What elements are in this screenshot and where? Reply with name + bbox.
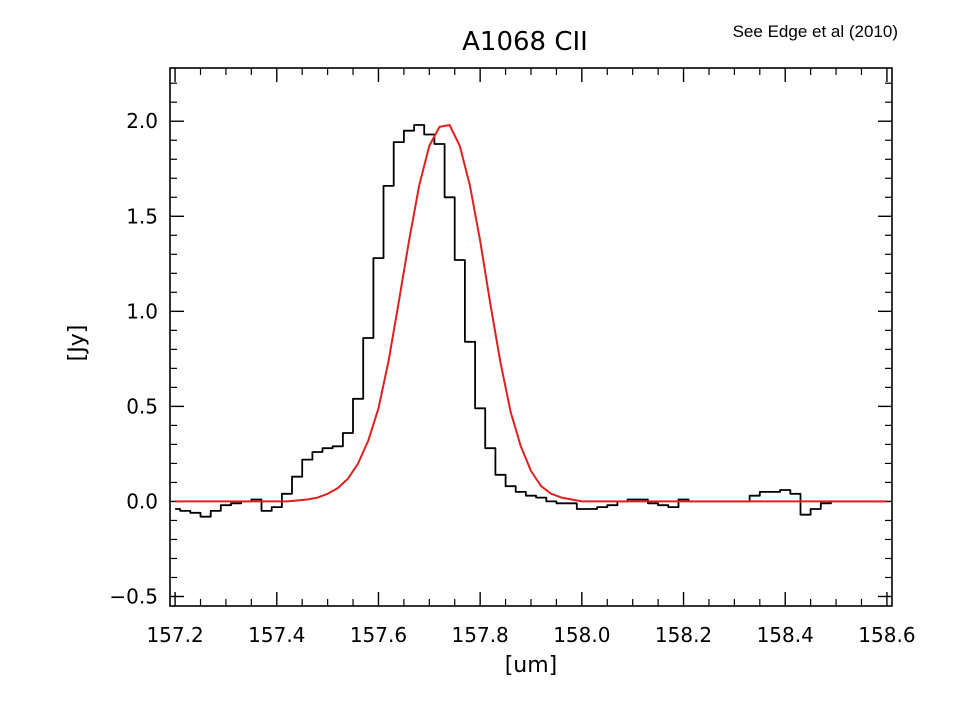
chart-title: A1068 CII <box>462 27 588 57</box>
x-tick-label: 157.6 <box>350 623 407 647</box>
x-axis: 157.2 157.4 157.6 157.8 158.0 158.2 158.4 158.6 <box>146 68 916 647</box>
x-axis-label: [um] <box>505 653 558 678</box>
x-tick-label: 157.4 <box>248 623 305 647</box>
y-axis-label: [Jy] <box>65 325 90 362</box>
plot-frame <box>169 67 893 607</box>
y-tick-label: 2.0 <box>126 109 158 133</box>
y-axis: −0.5 0.0 0.5 1.0 1.5 2.0 <box>109 82 892 608</box>
x-tick-label: 158.4 <box>757 623 814 647</box>
citation-note: See Edge et al (2010) <box>732 22 898 41</box>
y-tick-label: 0.0 <box>126 489 158 513</box>
y-tick-label: 1.0 <box>126 299 158 323</box>
x-tick-label: 158.6 <box>858 623 915 647</box>
plot-area <box>175 124 887 518</box>
x-tick-label: 157.8 <box>452 623 509 647</box>
fit-series-line <box>175 124 887 503</box>
y-tick-label: 1.5 <box>126 204 158 228</box>
y-tick-label: −0.5 <box>109 584 158 608</box>
y-tick-label: 0.5 <box>126 394 158 418</box>
histogram-series-line <box>175 124 887 518</box>
x-tick-label: 158.0 <box>553 623 610 647</box>
x-tick-label: 157.2 <box>146 623 203 647</box>
x-tick-label: 158.2 <box>655 623 712 647</box>
